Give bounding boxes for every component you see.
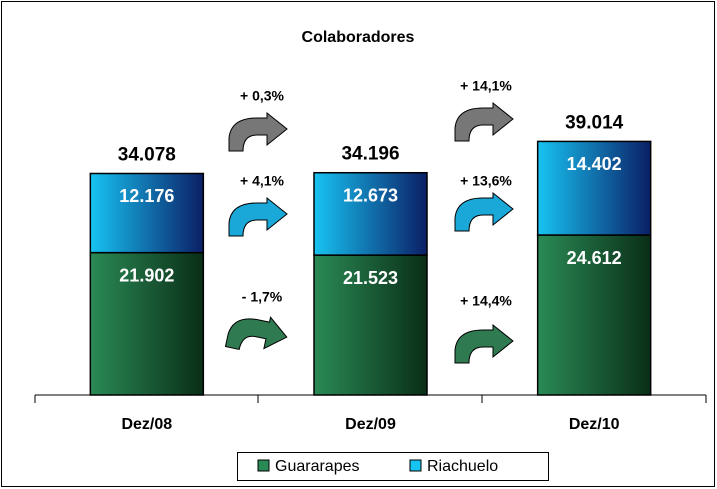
chart-title: Colaboradores	[302, 29, 415, 46]
x-tick-label: Dez/08	[121, 416, 172, 433]
legend	[237, 452, 549, 481]
total-label: 34.196	[341, 144, 399, 165]
legend-swatch	[257, 459, 270, 472]
total-label: 39.014	[565, 112, 624, 133]
data-label: 21.902	[119, 265, 174, 285]
data-label: 12.176	[119, 186, 174, 206]
total-label: 34.078	[118, 145, 176, 166]
bar-segment	[536, 140, 652, 236]
bar-segment	[536, 234, 652, 396]
annotation: + 4,1%	[240, 173, 285, 189]
annotation: + 0,3%	[240, 88, 285, 104]
data-label: 12.673	[343, 185, 398, 205]
legend-label: Guararapes	[275, 458, 360, 475]
legend-label: Riachuelo	[427, 458, 498, 475]
annotation: + 14,1%	[460, 78, 512, 94]
bar-segment	[313, 171, 428, 256]
x-tick-label: Dez/09	[345, 416, 396, 433]
legend-swatch	[409, 459, 422, 472]
data-label: 14.402	[567, 154, 622, 174]
data-label: 21.523	[343, 268, 398, 288]
data-label: 24.612	[567, 248, 622, 268]
bar-segment	[89, 172, 205, 254]
annotation: - 1,7%	[242, 289, 283, 305]
annotation: + 13,6%	[460, 173, 512, 189]
x-tick-label: Dez/10	[569, 416, 620, 433]
annotation: + 14,4%	[460, 293, 512, 309]
